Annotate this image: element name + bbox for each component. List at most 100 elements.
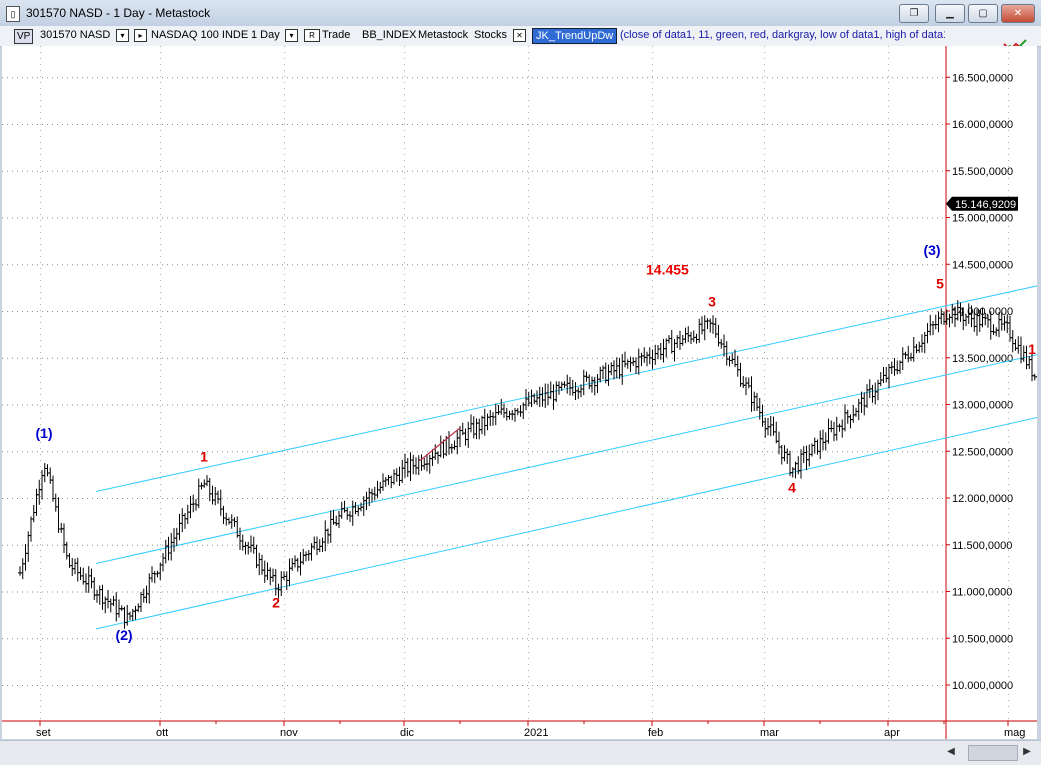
grid-dot (97, 77, 98, 78)
grid-dot (127, 498, 128, 499)
grid-dot (17, 77, 18, 78)
grid-dot (307, 311, 308, 312)
grid-dot (652, 160, 653, 161)
grid-dot (787, 638, 788, 639)
close-button[interactable]: ✕ (1001, 4, 1035, 23)
symbol-dropdown-icon[interactable]: ▾ (116, 29, 129, 42)
grid-dot (152, 124, 153, 125)
grid-dot (62, 451, 63, 452)
grid-dot (807, 311, 808, 312)
grid-dot (528, 160, 529, 161)
grid-dot (2, 685, 3, 686)
grid-dot (160, 178, 161, 179)
grid-dot (182, 124, 183, 125)
indicator-name[interactable]: JK_TrendUpDw (532, 28, 617, 44)
grid-dot (207, 498, 208, 499)
grid-dot (7, 124, 8, 125)
grid-dot (40, 406, 41, 407)
grid-dot (2, 638, 3, 639)
grid-dot (52, 405, 53, 406)
grid-dot (284, 214, 285, 215)
grid-dot (347, 77, 348, 78)
grid-dot (432, 218, 433, 219)
grid-dot (512, 264, 513, 265)
grid-dot (687, 638, 688, 639)
grid-dot (897, 638, 898, 639)
grid-dot (528, 58, 529, 59)
period-label[interactable]: 1 Day (251, 29, 280, 41)
grid-dot (677, 358, 678, 359)
grid-dot (222, 77, 223, 78)
grid-dot (677, 638, 678, 639)
grid-dot (577, 498, 578, 499)
grid-dot (332, 124, 333, 125)
grid-dot (252, 218, 253, 219)
link-icon[interactable]: ▸ (134, 29, 147, 42)
grid-dot (297, 685, 298, 686)
grid-dot (17, 358, 18, 359)
grid-dot (942, 77, 943, 78)
grid-dot (452, 405, 453, 406)
grid-dot (284, 292, 285, 293)
grid-dot (862, 264, 863, 265)
restore-button[interactable]: ❐ (899, 4, 929, 23)
grid-dot (357, 311, 358, 312)
grid-dot (1008, 676, 1009, 677)
grid-dot (1008, 58, 1009, 59)
grid-dot (322, 218, 323, 219)
grid-dot (692, 358, 693, 359)
trade-label[interactable]: Trade (322, 29, 350, 41)
grid-dot (932, 311, 933, 312)
grid-dot (502, 77, 503, 78)
grid-dot (842, 311, 843, 312)
grid-dot (662, 405, 663, 406)
grid-dot (764, 526, 765, 527)
period-dropdown-icon[interactable]: ▾ (285, 29, 298, 42)
grid-dot (102, 638, 103, 639)
vp-button[interactable]: VP (14, 29, 33, 44)
grid-dot (252, 638, 253, 639)
grid-dot (652, 118, 653, 119)
grid-dot (92, 545, 93, 546)
grid-dot (872, 171, 873, 172)
grid-dot (332, 358, 333, 359)
grid-dot (722, 592, 723, 593)
grid-dot (807, 545, 808, 546)
chart-toolbar: VP 301570 NASD ▾ ▸ NASDAQ 100 INDE 1 Day… (0, 26, 1041, 47)
grid-dot (887, 264, 888, 265)
grid-dot (40, 154, 41, 155)
grid-dot (797, 358, 798, 359)
grid-dot (112, 264, 113, 265)
grid-dot (764, 346, 765, 347)
grid-dot (557, 77, 558, 78)
grid-dot (242, 638, 243, 639)
grid-dot (902, 218, 903, 219)
grid-dot (12, 638, 13, 639)
grid-dot (567, 124, 568, 125)
grid-dot (652, 154, 653, 155)
p-button[interactable]: R (304, 29, 320, 42)
grid-dot (692, 685, 693, 686)
grid-dot (652, 538, 653, 539)
grid-dot (127, 545, 128, 546)
grid-dot (357, 124, 358, 125)
grid-dot (404, 520, 405, 521)
grid-dot (922, 218, 923, 219)
grid-dot (487, 685, 488, 686)
maximize-button[interactable]: ▢ (968, 4, 998, 23)
grid-dot (672, 638, 673, 639)
grid-dot (497, 77, 498, 78)
grid-dot (528, 574, 529, 575)
grid-dot (627, 77, 628, 78)
grid-dot (517, 264, 518, 265)
grid-dot (117, 218, 118, 219)
grid-dot (802, 405, 803, 406)
grid-dot (764, 550, 765, 551)
grid-dot (467, 498, 468, 499)
minimize-button[interactable]: ▁ (935, 4, 965, 23)
remove-indicator-icon[interactable]: ✕ (513, 29, 526, 42)
grid-dot (567, 545, 568, 546)
grid-dot (888, 316, 889, 317)
grid-dot (147, 498, 148, 499)
